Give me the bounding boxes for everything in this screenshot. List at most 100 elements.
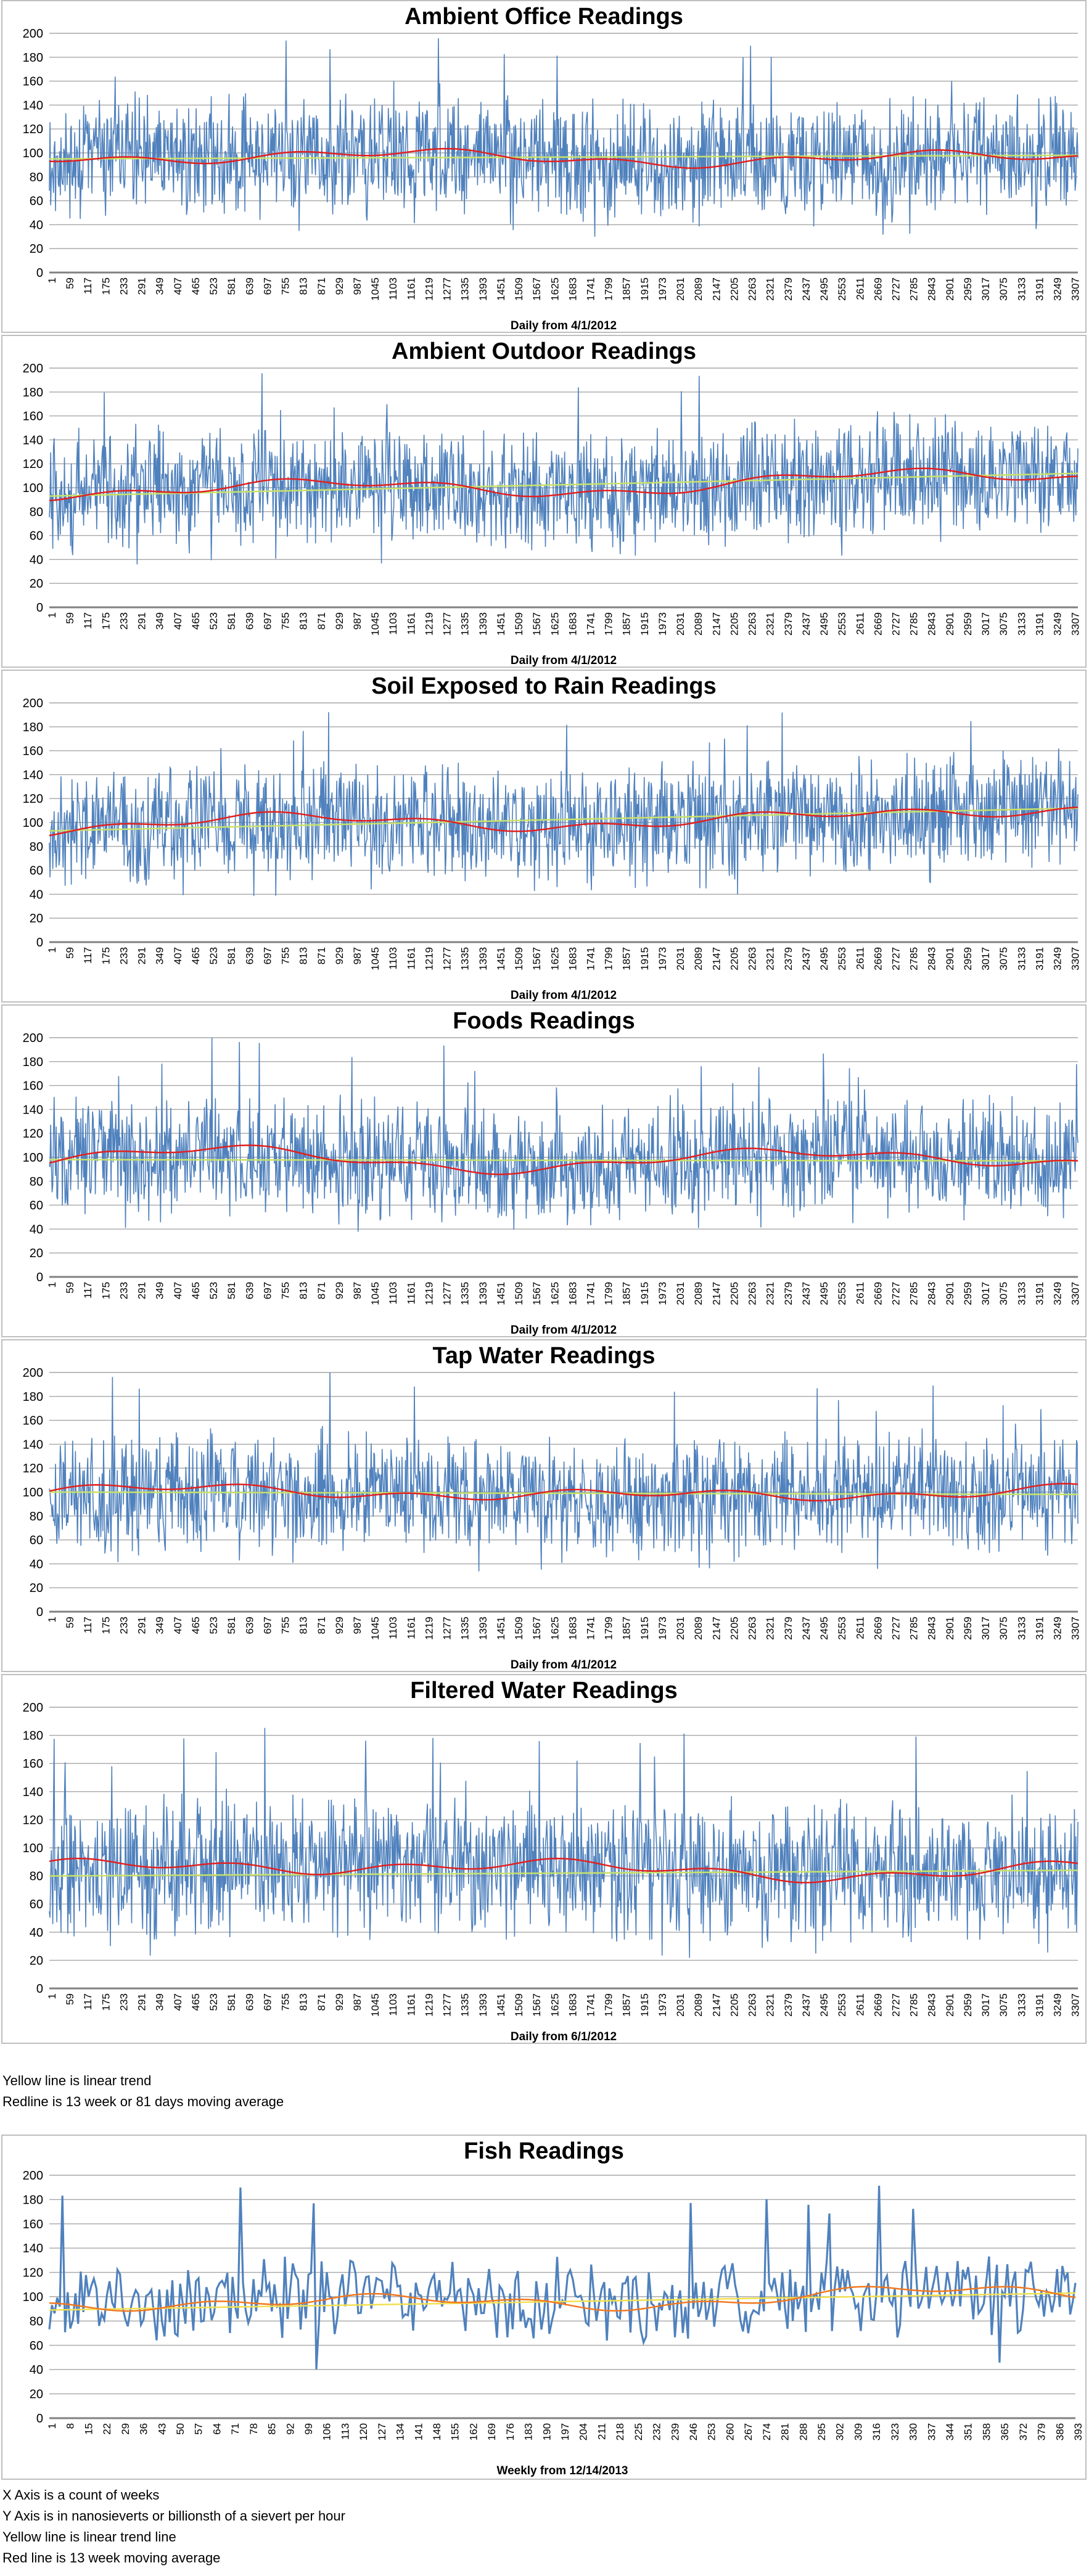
x-tick-label: 117: [82, 1993, 94, 2010]
x-tick-label: 2147: [710, 947, 722, 970]
x-tick-label: 2321: [765, 1282, 776, 1305]
x-tick-label: 59: [64, 947, 76, 959]
x-tick-label: 2263: [747, 277, 758, 301]
y-tick-label: 60: [30, 1534, 43, 1548]
moving-average-line: [49, 806, 1079, 837]
x-tick-label: 1103: [387, 1617, 399, 1639]
y-tick-label: 200: [23, 27, 43, 41]
x-tick-label: 2263: [747, 612, 758, 636]
y-tick-label: 120: [23, 1813, 43, 1827]
y-tick-label: 160: [23, 1757, 43, 1771]
x-tick-label: 1915: [639, 1617, 651, 1640]
x-tick-label: 1335: [459, 1993, 471, 2017]
x-tick-label: 239: [669, 2423, 681, 2440]
trend-line: [49, 1869, 1079, 1877]
y-tick-label: 160: [23, 75, 43, 89]
chart-panel-fish: Fish Readings 0 20 40 60 80 100 120 140 160 180 20…: [1, 2135, 1087, 2480]
chart-title: Soil Exposed to Rain Readings: [371, 673, 717, 699]
x-tick-label: 1335: [459, 277, 471, 301]
x-tick-label: 253: [706, 2423, 718, 2440]
x-tick-label: 871: [316, 277, 327, 295]
x-tick-label: 1857: [621, 612, 633, 636]
x-tick-label: 1683: [567, 277, 578, 301]
x-tick-label: 2611: [854, 612, 866, 635]
x-tick-label: 581: [226, 1993, 237, 2011]
x-tick-label: 1: [46, 947, 58, 953]
x-tick-label: 1567: [531, 277, 543, 301]
y-tick-label: 180: [23, 1729, 43, 1743]
x-tick-label: 2785: [908, 612, 920, 636]
chart-panel-foods: Foods Readings 0 20 40 60 80 100 120 140 160 180 2…: [1, 1004, 1087, 1337]
y-tick-label: 140: [23, 99, 43, 112]
x-tick-label: 3307: [1070, 277, 1082, 301]
x-tick-label: 2611: [854, 1617, 866, 1639]
x-tick-label: 3249: [1052, 1993, 1064, 2017]
x-tick-label: 127: [376, 2423, 388, 2440]
y-tick-label: 200: [23, 2169, 43, 2183]
x-tick-label: 2727: [890, 612, 902, 636]
y-tick-label: 180: [23, 51, 43, 65]
x-tick-label: 2205: [728, 1282, 740, 1305]
x-tick-label: 3075: [998, 612, 1009, 636]
chart-panel-outdoor: Ambient Outdoor Readings 0 20 40 60 80 100 120…: [1, 335, 1087, 668]
x-tick-label: 1741: [585, 1993, 597, 2017]
x-tick-label: 1: [46, 1617, 58, 1622]
x-tick-label: 755: [280, 947, 292, 964]
x-tick-label: 639: [244, 1993, 255, 2011]
x-tick-label: 1915: [639, 1993, 651, 2017]
x-tick-label: 8: [65, 2423, 76, 2429]
x-tick-label: 59: [64, 612, 76, 624]
x-tick-label: 987: [351, 947, 363, 964]
x-tick-label: 1799: [603, 1282, 615, 1305]
x-tick-label: 2379: [783, 612, 794, 636]
x-tick-label: 349: [154, 947, 166, 964]
x-tick-label: 2263: [747, 947, 758, 970]
note-line: Yellow line is linear trend: [2, 2073, 152, 2088]
x-tick-label: 349: [154, 1282, 166, 1299]
x-tick-label: 2611: [854, 1993, 866, 2016]
x-tick-label: 175: [100, 1617, 112, 1634]
x-tick-label: 1973: [657, 947, 668, 970]
x-tick-label: 1219: [424, 1993, 435, 2017]
chart-svg: 0 20 40 60 80 100 120 140 160 180 200 1 8 15 22 29 36 43 5…: [23, 2169, 1084, 2477]
x-tick-label: 218: [614, 2423, 626, 2440]
y-tick-label: 20: [30, 1247, 43, 1260]
x-tick-label: 267: [742, 2423, 754, 2440]
x-tick-label: 1915: [639, 1282, 651, 1305]
y-tick-label: 200: [23, 697, 43, 710]
x-tick-label: 141: [413, 2423, 424, 2440]
x-tick-label: 2089: [692, 1282, 704, 1305]
y-tick-label: 0: [36, 2412, 43, 2426]
x-tick-label: 386: [1054, 2423, 1066, 2440]
x-tick-label: 2031: [675, 1282, 686, 1305]
x-tick-label: 3075: [998, 277, 1009, 301]
x-tick-label: 2437: [800, 1993, 812, 2017]
x-tick-label: 1799: [603, 947, 615, 970]
x-tick-label: 291: [136, 612, 148, 630]
chart-title: Ambient Office Readings: [405, 4, 683, 30]
x-tick-label: 1161: [405, 277, 417, 300]
y-tick-label: 40: [30, 218, 43, 232]
x-tick-label: 50: [175, 2423, 186, 2435]
x-tick-label: 117: [82, 277, 94, 294]
x-tick-label: 1045: [369, 612, 381, 636]
note-line: Yellow line is linear trend line: [2, 2529, 176, 2545]
x-tick-label: 3191: [1034, 1617, 1045, 1640]
x-tick-label: 1973: [657, 1993, 668, 2017]
x-tick-label: 117: [82, 612, 94, 629]
y-tick-label: 20: [30, 912, 43, 925]
x-tick-label: 2553: [836, 947, 848, 970]
x-tick-label: 233: [118, 1993, 130, 2011]
x-tick-label: 407: [172, 277, 184, 295]
x-tick-label: 1973: [657, 1282, 668, 1305]
x-tick-label: 175: [100, 1993, 112, 2011]
x-tick-label: 987: [351, 612, 363, 630]
data-series-line: [49, 712, 1079, 896]
x-tick-label: 1045: [369, 1282, 381, 1305]
x-tick-label: 106: [321, 2423, 333, 2440]
x-tick-label: 3017: [980, 947, 992, 970]
chart-title: Tap Water Readings: [432, 1343, 655, 1369]
x-tick-label: 3249: [1052, 612, 1064, 636]
x-tick-label: 929: [334, 1993, 345, 2011]
x-tick-label: 1045: [369, 277, 381, 301]
